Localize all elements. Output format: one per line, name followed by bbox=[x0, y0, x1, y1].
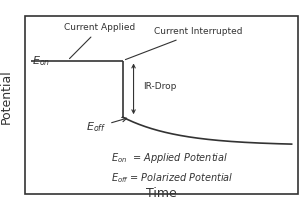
Text: Current Applied: Current Applied bbox=[64, 23, 136, 59]
Text: $E_{on}$  = Applied Potential: $E_{on}$ = Applied Potential bbox=[111, 150, 228, 165]
Text: Time: Time bbox=[146, 187, 177, 200]
Text: $E_{off}$ = Polarized Potential: $E_{off}$ = Polarized Potential bbox=[111, 171, 233, 185]
Text: $E_{on}$: $E_{on}$ bbox=[32, 54, 50, 67]
Text: $E_{off}$: $E_{off}$ bbox=[86, 117, 126, 134]
Text: Current Interrupted: Current Interrupted bbox=[125, 27, 242, 60]
Text: Potential: Potential bbox=[0, 69, 13, 124]
Text: IR-Drop: IR-Drop bbox=[143, 82, 176, 91]
